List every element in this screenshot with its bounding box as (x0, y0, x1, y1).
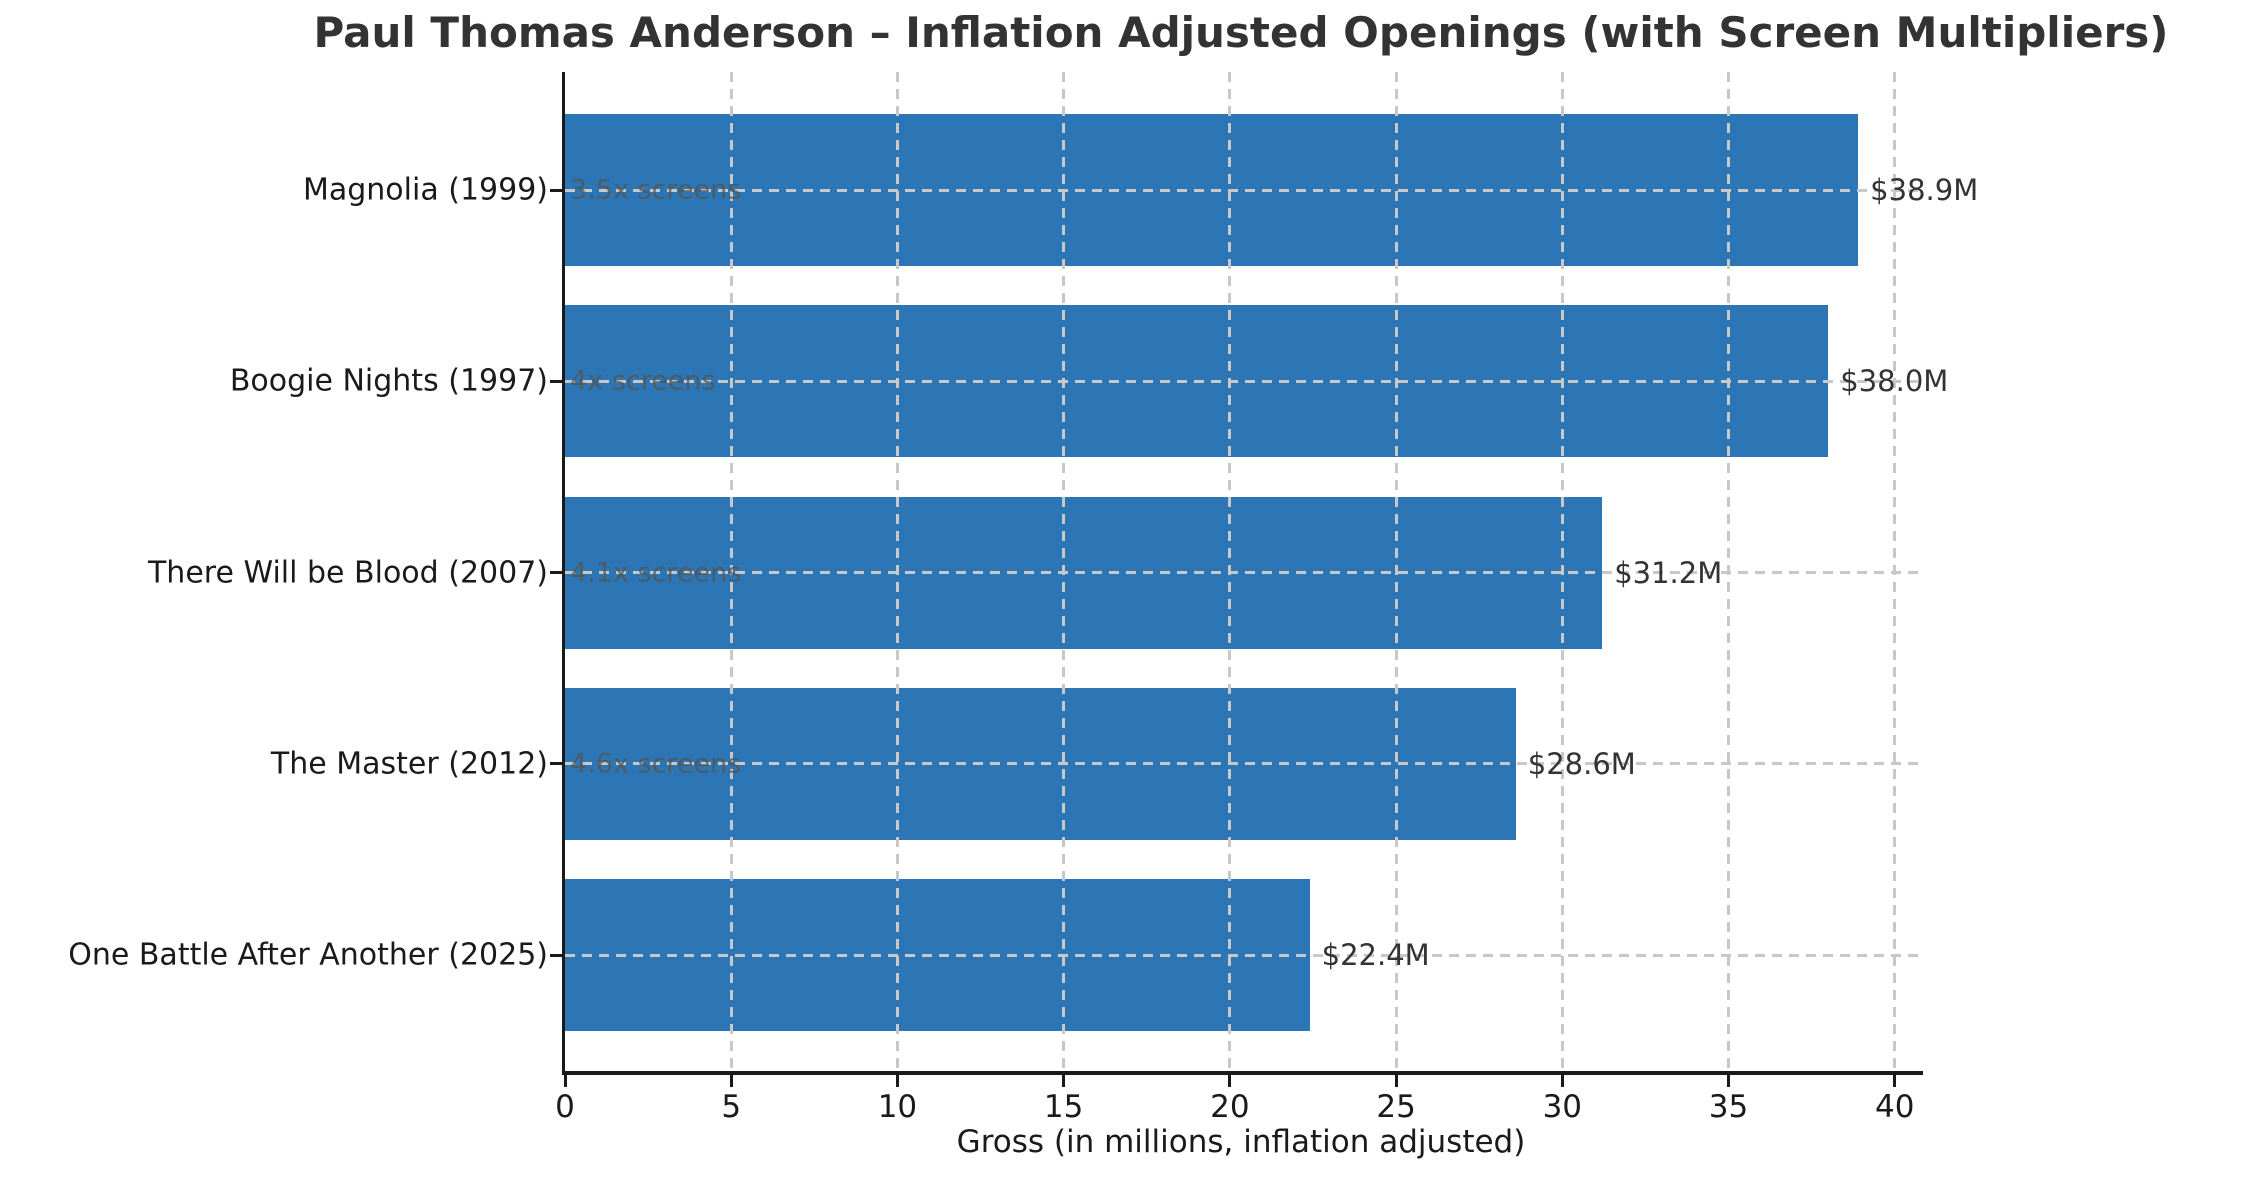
screen-multiplier-label: 4x screens (570, 365, 716, 397)
x-tick-label: 10 (877, 1089, 918, 1125)
y-axis-category-label: Magnolia (1999) (302, 172, 548, 208)
y-axis-category-label: Boogie Nights (1997) (229, 363, 548, 399)
plot-area: 0 5 10 15 20 25 30 35 40 Magnolia (1999) 3.5x scre… (68, 72, 1978, 1125)
y-gridline (565, 953, 1923, 957)
y-tick-mark (550, 379, 562, 383)
y-axis-category-label: One Battle After Another (2025) (68, 937, 548, 973)
x-tick-mark (729, 1075, 733, 1087)
bar-value-label: $38.0M (1840, 364, 1949, 399)
y-gridline (565, 188, 1923, 192)
bar-value-label: $38.9M (1870, 173, 1979, 207)
chart-title: Paul Thomas Anderson – Inflation Adjuste… (313, 8, 2169, 57)
y-gridline (565, 762, 1923, 766)
y-tick-mark (550, 953, 562, 957)
y-tick-mark (550, 762, 562, 766)
x-tick-mark (1228, 1075, 1232, 1087)
bar-value-label: $31.2M (1614, 555, 1723, 590)
x-tick-label: 20 (1210, 1089, 1250, 1125)
x-tick-mark (1394, 1075, 1398, 1087)
y-gridline (565, 571, 1923, 575)
x-axis-title: Gross (in millions, inflation adjusted) (956, 1124, 1526, 1160)
x-tick-mark (895, 1075, 899, 1087)
y-tick-mark (550, 571, 562, 575)
x-tick-mark (1062, 1075, 1066, 1087)
y-tick-mark (550, 188, 562, 192)
bar-value-label: $28.6M (1527, 746, 1636, 781)
x-tick-mark (1560, 1075, 1564, 1087)
screen-multiplier-label: 4.1x screens (570, 557, 742, 589)
x-tick-label: 30 (1542, 1089, 1583, 1125)
bar-value-label: $22.4M (1321, 938, 1430, 973)
screen-multiplier-label: 4.6x screens (570, 748, 742, 780)
screen-multiplier-label: 3.5x screens (570, 174, 742, 206)
x-tick-label: 25 (1376, 1089, 1416, 1125)
y-axis-category-label: There Will be Blood (2007) (147, 555, 548, 591)
x-tick-mark (563, 1075, 567, 1087)
x-tick-mark (1893, 1075, 1897, 1087)
x-tick-label: 0 (555, 1089, 575, 1125)
x-tick-mark (1727, 1075, 1731, 1087)
y-gridline (565, 379, 1923, 383)
x-tick-label: 35 (1708, 1089, 1749, 1125)
x-tick-label: 5 (721, 1089, 742, 1125)
x-tick-label: 40 (1875, 1089, 1915, 1125)
x-tick-label: 15 (1043, 1089, 1084, 1125)
y-axis-category-label: The Master (2012) (270, 746, 548, 782)
